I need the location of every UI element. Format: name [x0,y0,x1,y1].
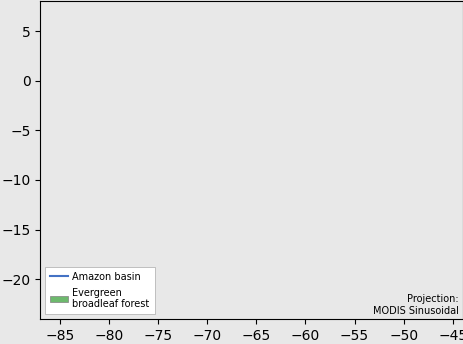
Text: Projection:
MODIS Sinusoidal: Projection: MODIS Sinusoidal [372,294,457,316]
Legend: Amazon basin, Evergreen
broadleaf forest: Amazon basin, Evergreen broadleaf forest [45,267,154,314]
